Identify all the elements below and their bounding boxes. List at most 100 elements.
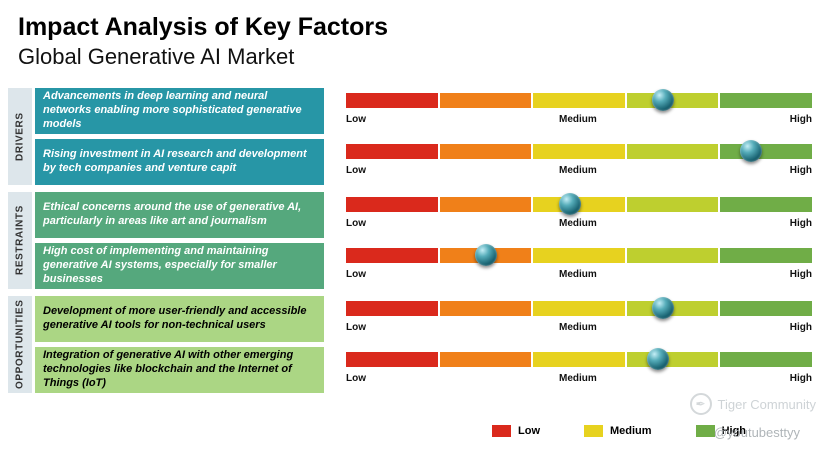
scale-labels: Low Medium High [346,322,812,333]
scale-label-low: Low [346,373,366,384]
legend-label: Low [518,425,540,437]
impact-bar-zone: Low Medium High [346,243,812,289]
group-label-drivers: DRIVERS [8,88,32,185]
bar-segment [720,144,812,159]
factor-row: Development of more user-friendly and ac… [35,296,812,342]
impact-marker [651,89,674,111]
impact-bar-zone: Low Medium High [346,347,812,393]
bar-segment [533,301,625,316]
bar-segment [439,144,532,159]
bar-segment [720,197,812,212]
impact-bar [346,301,812,316]
factor-row: Integration of generative AI with other … [35,347,812,393]
impact-bar-zone: Low Medium High [346,296,812,342]
bar-segment [439,301,532,316]
bar-segment [439,93,532,108]
impact-bar-zone: Low Medium High [346,139,812,185]
scale-label-high: High [789,269,812,280]
scale-label-medium: Medium [559,269,597,280]
bar-segment [720,248,812,263]
bar-segment [346,144,438,159]
scale-label-low: Low [346,165,366,176]
scale-label-high: High [789,218,812,229]
scale-labels: Low Medium High [346,269,812,280]
bar-segment [533,248,625,263]
bar-segment [346,352,438,367]
scale-label-low: Low [346,269,366,280]
scale-label-medium: Medium [559,218,597,229]
bar-segment [533,144,625,159]
factor-label: Rising investment in AI research and dev… [35,139,324,185]
factor-row: Rising investment in AI research and dev… [35,139,812,185]
impact-bar [346,197,812,212]
factor-label: High cost of implementing and maintainin… [35,243,324,289]
impact-marker [740,140,763,162]
factor-group-opportunities: OPPORTUNITIES Development of more user-fr… [8,296,812,393]
page-subtitle: Global Generative AI Market [18,44,295,69]
impact-bar [346,144,812,159]
bar-segment [346,197,438,212]
factor-group-drivers: DRIVERS Advancements in deep learning and… [8,88,812,185]
bar-segment [720,301,812,316]
impact-bar [346,352,812,367]
factor-row: Ethical concerns around the use of gener… [35,192,812,238]
impact-bar-zone: Low Medium High [346,88,812,134]
group-label-opportunities: OPPORTUNITIES [8,296,32,393]
bar-segment [439,197,532,212]
legend-item-medium: Medium [584,425,652,437]
scale-label-low: Low [346,218,366,229]
factor-label: Integration of generative AI with other … [35,347,324,393]
impact-bar [346,248,812,263]
page-title: Impact Analysis of Key Factors [18,13,389,41]
bar-segment [720,93,812,108]
scale-labels: Low Medium High [346,373,812,384]
scale-label-medium: Medium [559,114,597,125]
feather-icon: ✒ [689,393,712,415]
scale-label-medium: Medium [559,373,597,384]
legend-item-low: Low [492,425,540,437]
group-rows: Development of more user-friendly and ac… [35,296,812,393]
bar-segment [346,248,438,263]
scale-label-medium: Medium [559,165,597,176]
impact-marker [651,297,674,319]
legend-label: Medium [610,425,652,437]
bar-segment [533,352,625,367]
legend-label: High [721,425,747,437]
legend-swatch [492,425,511,437]
bar-segment [720,352,812,367]
watermark-handle: @youtubesttyy [713,425,800,440]
bar-segment [626,352,719,367]
bar-segment [626,248,719,263]
impact-marker [558,193,581,215]
scale-labels: Low Medium High [346,165,812,176]
group-rows: Ethical concerns around the use of gener… [35,192,812,289]
bar-segment [346,301,438,316]
group-rows: Advancements in deep learning and neural… [35,88,812,185]
scale-label-high: High [789,373,812,384]
impact-bar-zone: Low Medium High [346,192,812,238]
watermark-brand-text: Tiger Community [717,396,816,412]
scale-labels: Low Medium High [346,218,812,229]
bar-segment [346,93,438,108]
impact-marker [647,348,670,370]
bar-segment [626,144,719,159]
legend-item-high: High [695,425,747,437]
scale-label-low: Low [346,322,366,333]
impact-bar [346,93,812,108]
factor-group-restraints: RESTRAINTS Ethical concerns around the us… [8,192,812,289]
bar-segment [626,197,719,212]
scale-label-high: High [789,165,812,176]
factor-label: Ethical concerns around the use of gener… [35,192,324,238]
impact-marker [474,244,497,266]
scale-label-medium: Medium [559,322,597,333]
factor-label: Advancements in deep learning and neural… [35,88,324,134]
legend-swatch [584,425,603,437]
bar-segment [533,93,625,108]
scale-label-high: High [789,114,812,125]
factor-row: High cost of implementing and maintainin… [35,243,812,289]
impact-matrix: DRIVERS Advancements in deep learning and… [8,88,812,393]
factor-row: Advancements in deep learning and neural… [35,88,812,134]
group-label-restraints: RESTRAINTS [8,192,32,289]
legend: Low Medium High [492,425,746,437]
watermark-brand: ✒ Tiger Community [689,393,816,415]
